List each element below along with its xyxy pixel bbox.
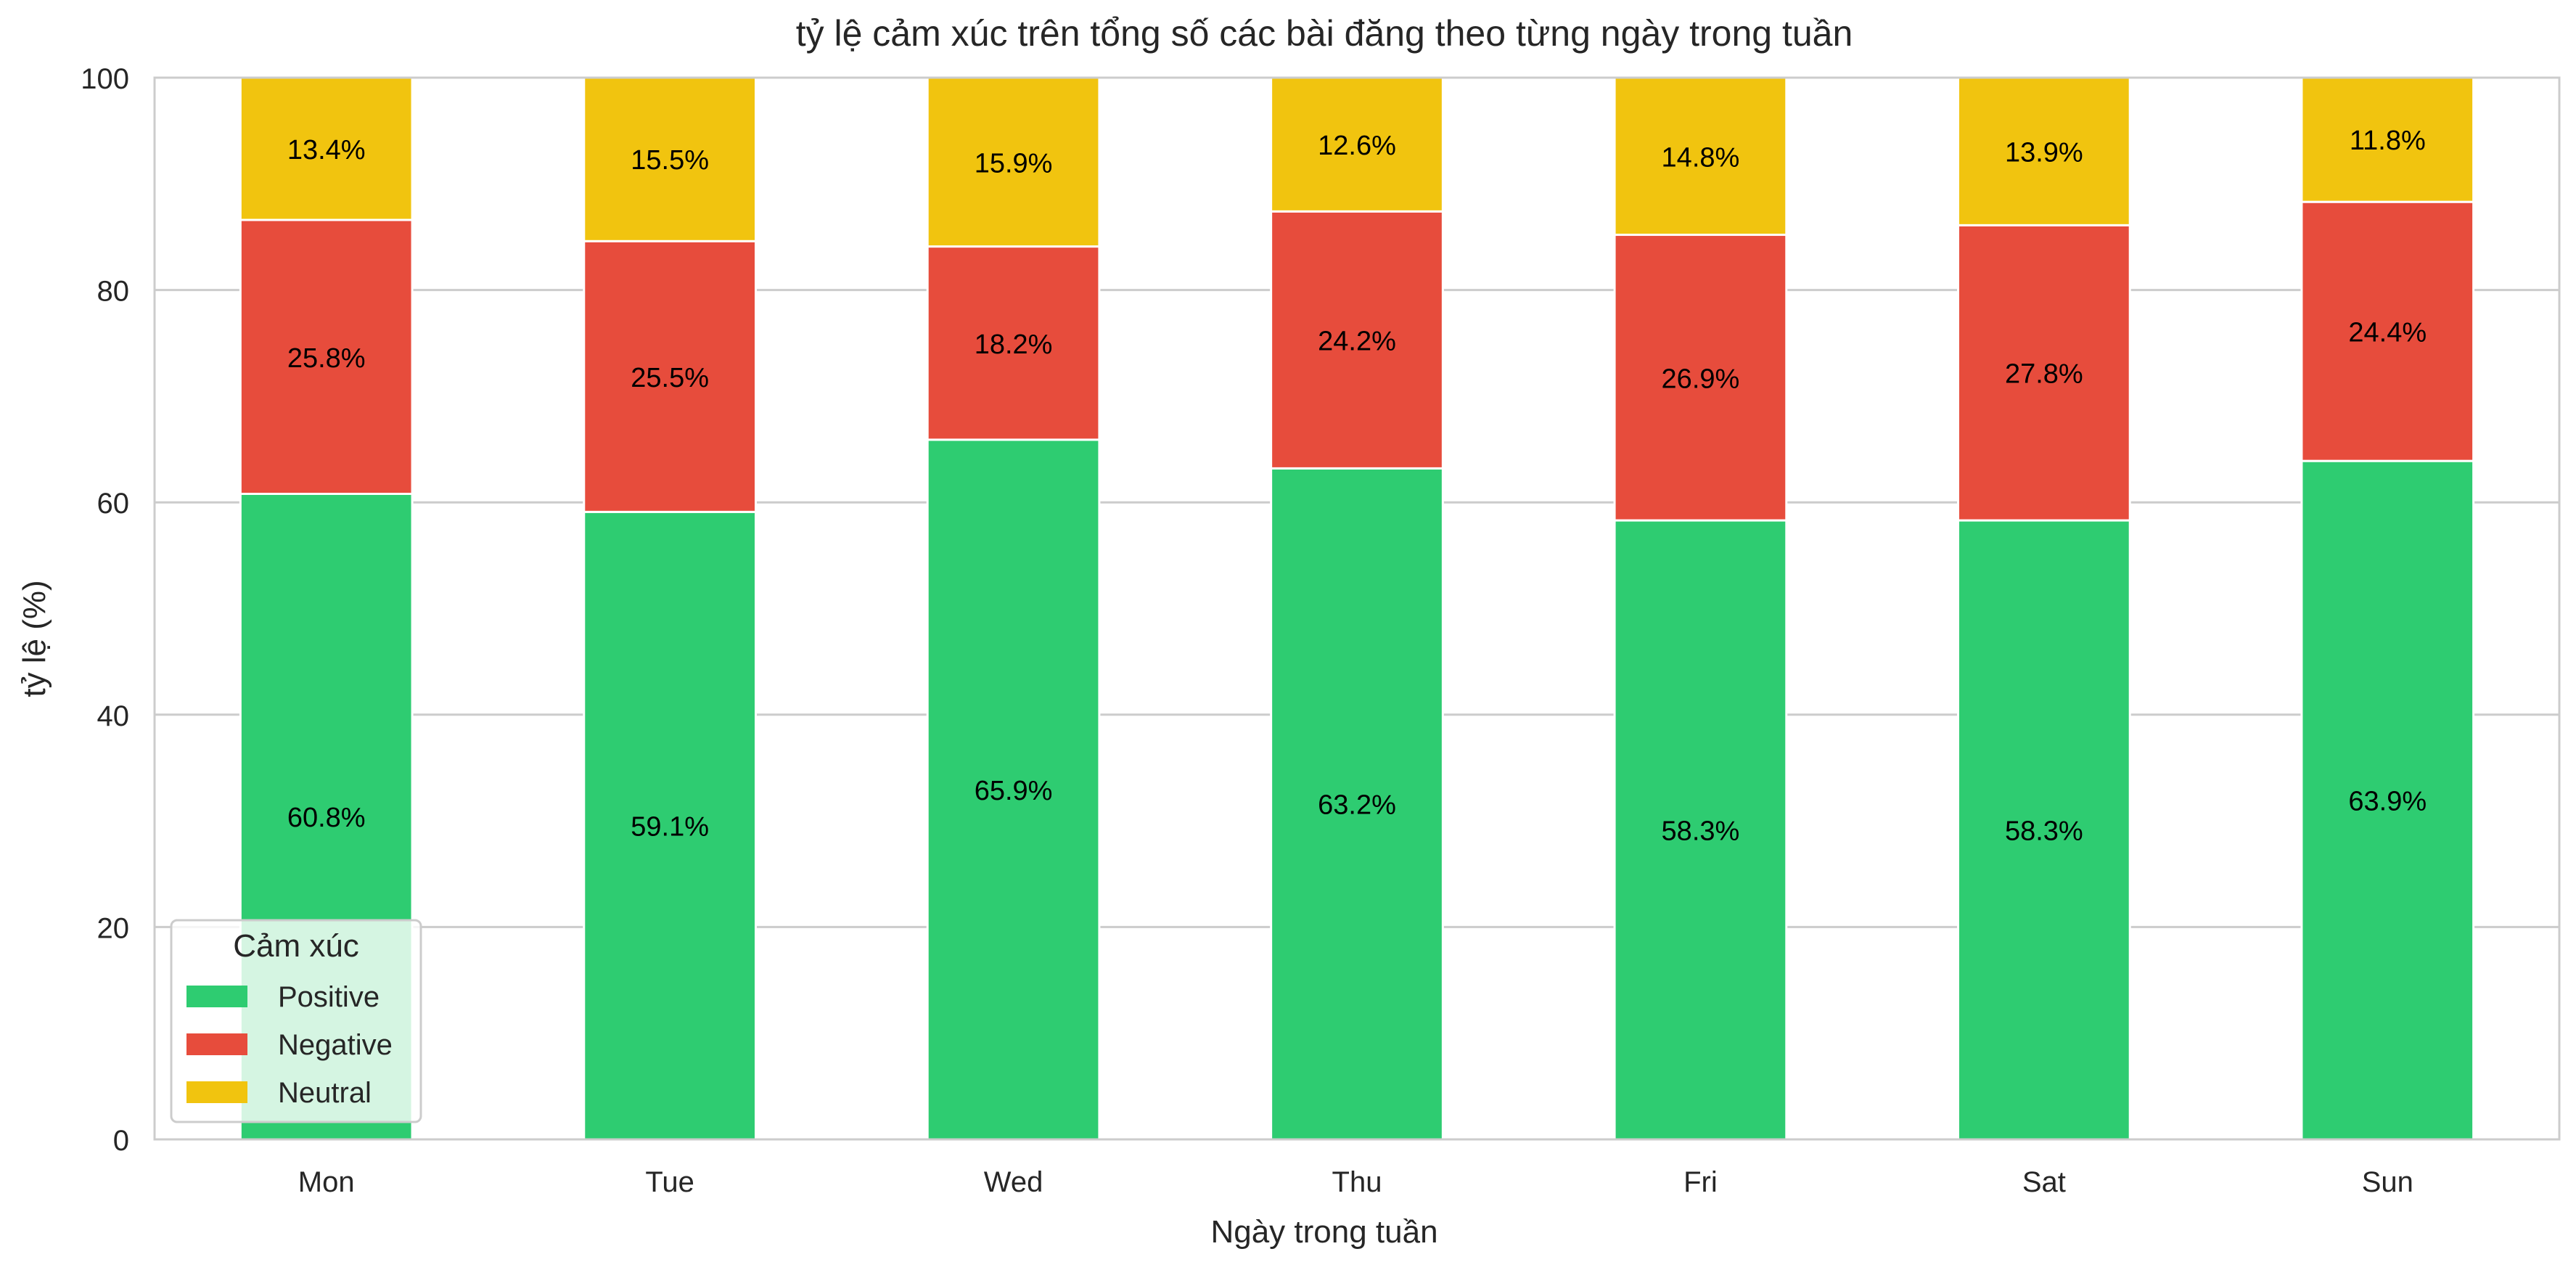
data-label-neutral-fri: 14.8% — [1662, 142, 1740, 173]
bar-neutral-sat — [1957, 76, 2131, 226]
legend-swatch-positive — [186, 986, 247, 1007]
data-label-negative-sat: 27.8% — [2005, 359, 2083, 390]
x-tick-label: Thu — [1332, 1166, 1382, 1198]
legend-title: Cảm xúc — [233, 928, 359, 964]
data-label-negative-fri: 26.9% — [1662, 364, 1740, 394]
plot-frame — [153, 76, 2561, 1141]
data-label-positive-mon: 60.8% — [287, 803, 366, 833]
data-label-positive-tue: 59.1% — [631, 812, 709, 843]
y-tick-label: 100 — [81, 63, 129, 95]
legend-label-neutral: Neutral — [278, 1077, 372, 1109]
x-tick-label: Tue — [645, 1166, 694, 1198]
bar-neutral-wed — [926, 76, 1101, 248]
bar-neutral-fri — [1613, 76, 1788, 237]
data-label-positive-wed: 65.9% — [975, 776, 1053, 806]
bar-positive-sun — [2300, 459, 2475, 1141]
data-label-negative-mon: 25.8% — [287, 343, 366, 374]
x-tick-label: Sun — [2362, 1166, 2413, 1198]
x-tick-label: Fri — [1683, 1166, 1718, 1198]
x-tick-label: Wed — [984, 1166, 1043, 1198]
x-tick-label: Mon — [298, 1166, 355, 1198]
bar-negative-tue — [583, 239, 757, 513]
bar-neutral-sun — [2300, 75, 2475, 203]
legend: Cảm xúc Positive Negative Neutral — [170, 919, 422, 1123]
bar-negative-mon — [239, 218, 414, 495]
x-axis-ticks: Mon Tue Wed Thu Fri Sat Sun — [298, 1166, 2413, 1198]
x-tick-label: Sat — [2022, 1166, 2066, 1198]
y-tick-label: 40 — [97, 700, 130, 732]
data-label-neutral-thu: 12.6% — [1318, 131, 1396, 161]
chart-title: tỷ lệ cảm xúc trên tổng số các bài đăng … — [796, 13, 1853, 54]
data-label-positive-fri: 58.3% — [1662, 816, 1740, 847]
y-tick-label: 80 — [97, 276, 130, 308]
bar-negative-sat — [1957, 224, 2131, 522]
bars — [239, 75, 2475, 1141]
data-label-neutral-wed: 15.9% — [975, 148, 1053, 179]
legend-box — [170, 919, 422, 1123]
data-label-negative-wed: 18.2% — [975, 329, 1053, 360]
bar-neutral-mon — [239, 76, 414, 221]
bar-positive-sat — [1957, 519, 2131, 1141]
data-label-negative-thu: 24.2% — [1318, 326, 1396, 356]
x-axis-label: Ngày trong tuần — [1210, 1214, 1437, 1250]
legend-items: Positive Negative Neutral — [186, 981, 393, 1109]
data-label-positive-sat: 58.3% — [2005, 816, 2083, 847]
data-label-positive-thu: 63.2% — [1318, 790, 1396, 821]
data-label-neutral-mon: 13.4% — [287, 135, 366, 165]
legend-swatch-negative — [186, 1033, 247, 1055]
bar-neutral-tue — [583, 75, 757, 242]
y-tick-label: 20 — [97, 912, 130, 944]
bar-negative-sun — [2300, 200, 2475, 462]
bar-value-labels: 60.8% 25.8% 13.4% 59.1% 25.5% 15.5% 65.9% 18.2%… — [287, 126, 2427, 847]
data-label-neutral-sat: 13.9% — [2005, 138, 2083, 168]
data-label-neutral-sun: 11.8% — [2350, 126, 2426, 156]
data-label-negative-sun: 24.4% — [2348, 318, 2427, 348]
legend-swatch-neutral — [186, 1081, 247, 1103]
y-axis-ticks: 0 20 40 60 80 100 — [81, 63, 129, 1157]
bar-positive-fri — [1613, 519, 1788, 1141]
bar-negative-wed — [926, 245, 1101, 441]
y-tick-label: 0 — [113, 1125, 129, 1157]
legend-label-positive: Positive — [278, 981, 380, 1013]
data-label-negative-tue: 25.5% — [631, 363, 709, 393]
bar-negative-fri — [1613, 234, 1788, 522]
bar-positive-thu — [1270, 467, 1444, 1141]
bar-neutral-thu — [1270, 76, 1444, 213]
y-axis-label: tỷ lệ (%) — [17, 580, 52, 697]
data-label-positive-sun: 63.9% — [2348, 787, 2427, 817]
legend-label-negative: Negative — [278, 1029, 393, 1061]
data-label-neutral-tue: 15.5% — [631, 145, 709, 176]
y-tick-label: 60 — [97, 488, 130, 520]
